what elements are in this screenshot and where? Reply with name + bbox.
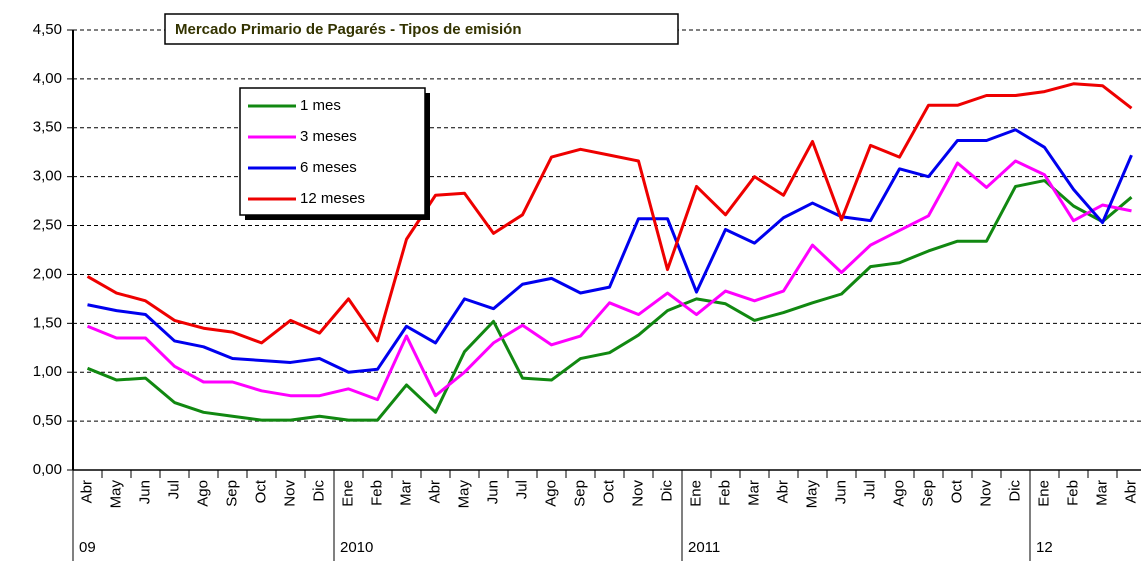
y-tick-label: 2,00 — [33, 265, 62, 282]
x-tick-label: Jul — [513, 480, 530, 499]
x-tick-label: Ago — [542, 480, 559, 507]
x-group-label: 09 — [79, 539, 96, 556]
legend-label: 3 meses — [300, 128, 357, 145]
x-tick-label: Jun — [484, 480, 501, 504]
x-tick-label: Ene — [339, 480, 356, 507]
series-line — [86, 159, 1132, 402]
series-line — [86, 82, 1133, 345]
y-tick-label: 3,00 — [33, 168, 62, 185]
y-tick-label: 1,00 — [33, 363, 62, 380]
x-tick-label: Jun — [136, 480, 153, 504]
y-tick-label: 2,50 — [33, 217, 62, 234]
x-tick-label: May — [803, 480, 820, 509]
x-tick-label: Feb — [1064, 480, 1081, 506]
x-tick-label: Feb — [716, 480, 733, 506]
x-tick-label: Mar — [397, 480, 414, 506]
x-tick-label: Jul — [861, 480, 878, 499]
x-tick-label: Mar — [1093, 480, 1110, 506]
y-tick-label: 3,50 — [33, 119, 62, 136]
y-tick-label: 0,00 — [33, 461, 62, 478]
x-group-label: 12 — [1036, 539, 1053, 556]
title-box — [164, 13, 679, 45]
chart-title: Mercado Primario de Pagarés - Tipos de e… — [175, 21, 522, 38]
series-line — [86, 179, 1133, 422]
x-tick-label: Sep — [571, 480, 588, 507]
legend-label: 1 mes — [300, 97, 341, 114]
x-tick-label: Dic — [310, 480, 327, 502]
x-tick-label: Sep — [919, 480, 936, 507]
x-tick-label: Jun — [832, 480, 849, 504]
legend-label: 12 meses — [300, 190, 365, 207]
plot: 0,00 0,50 1,00 1,50 2,00 2,50 3,00 3,50 4,00 4,50… — [33, 21, 1141, 561]
y-tick-label: 1,50 — [33, 314, 62, 331]
x-tick-label: Abr — [1122, 480, 1139, 503]
x-tick-label: Abr — [774, 480, 791, 503]
x-tick-label: Sep — [223, 480, 240, 507]
x-tick-label: Nov — [977, 480, 994, 507]
x-tick-label: Oct — [948, 479, 965, 503]
x-tick-label: May — [107, 480, 124, 509]
y-tick-label: 4,00 — [33, 70, 62, 87]
x-tick-label: Oct — [600, 479, 617, 503]
x-group-label: 2011 — [688, 539, 720, 556]
x-tick-label: Feb — [368, 480, 385, 506]
x-tick-label: Dic — [658, 480, 675, 502]
x-tick-label: Ago — [890, 480, 907, 507]
x-tick-label: Nov — [281, 480, 298, 507]
x-tick-label: Ene — [687, 480, 704, 507]
x-group-label: 2010 — [340, 539, 373, 556]
y-tick-label: 0,50 — [33, 412, 62, 429]
x-tick-label: May — [455, 480, 472, 509]
x-tick-label: Ene — [1035, 480, 1052, 507]
x-tick-label: Mar — [745, 480, 762, 506]
x-tick-label: Abr — [78, 480, 95, 503]
x-tick-label: Abr — [426, 480, 443, 503]
legend-label: 6 meses — [300, 159, 357, 176]
x-tick-label: Jul — [165, 480, 182, 499]
x-tick-label: Nov — [629, 480, 646, 507]
legend — [239, 87, 426, 216]
x-tick-label: Ago — [194, 480, 211, 507]
x-tick-label: Dic — [1006, 480, 1023, 502]
y-tick-label: 4,50 — [33, 21, 62, 38]
x-tick-label: Oct — [252, 479, 269, 503]
series-line — [87, 128, 1133, 374]
